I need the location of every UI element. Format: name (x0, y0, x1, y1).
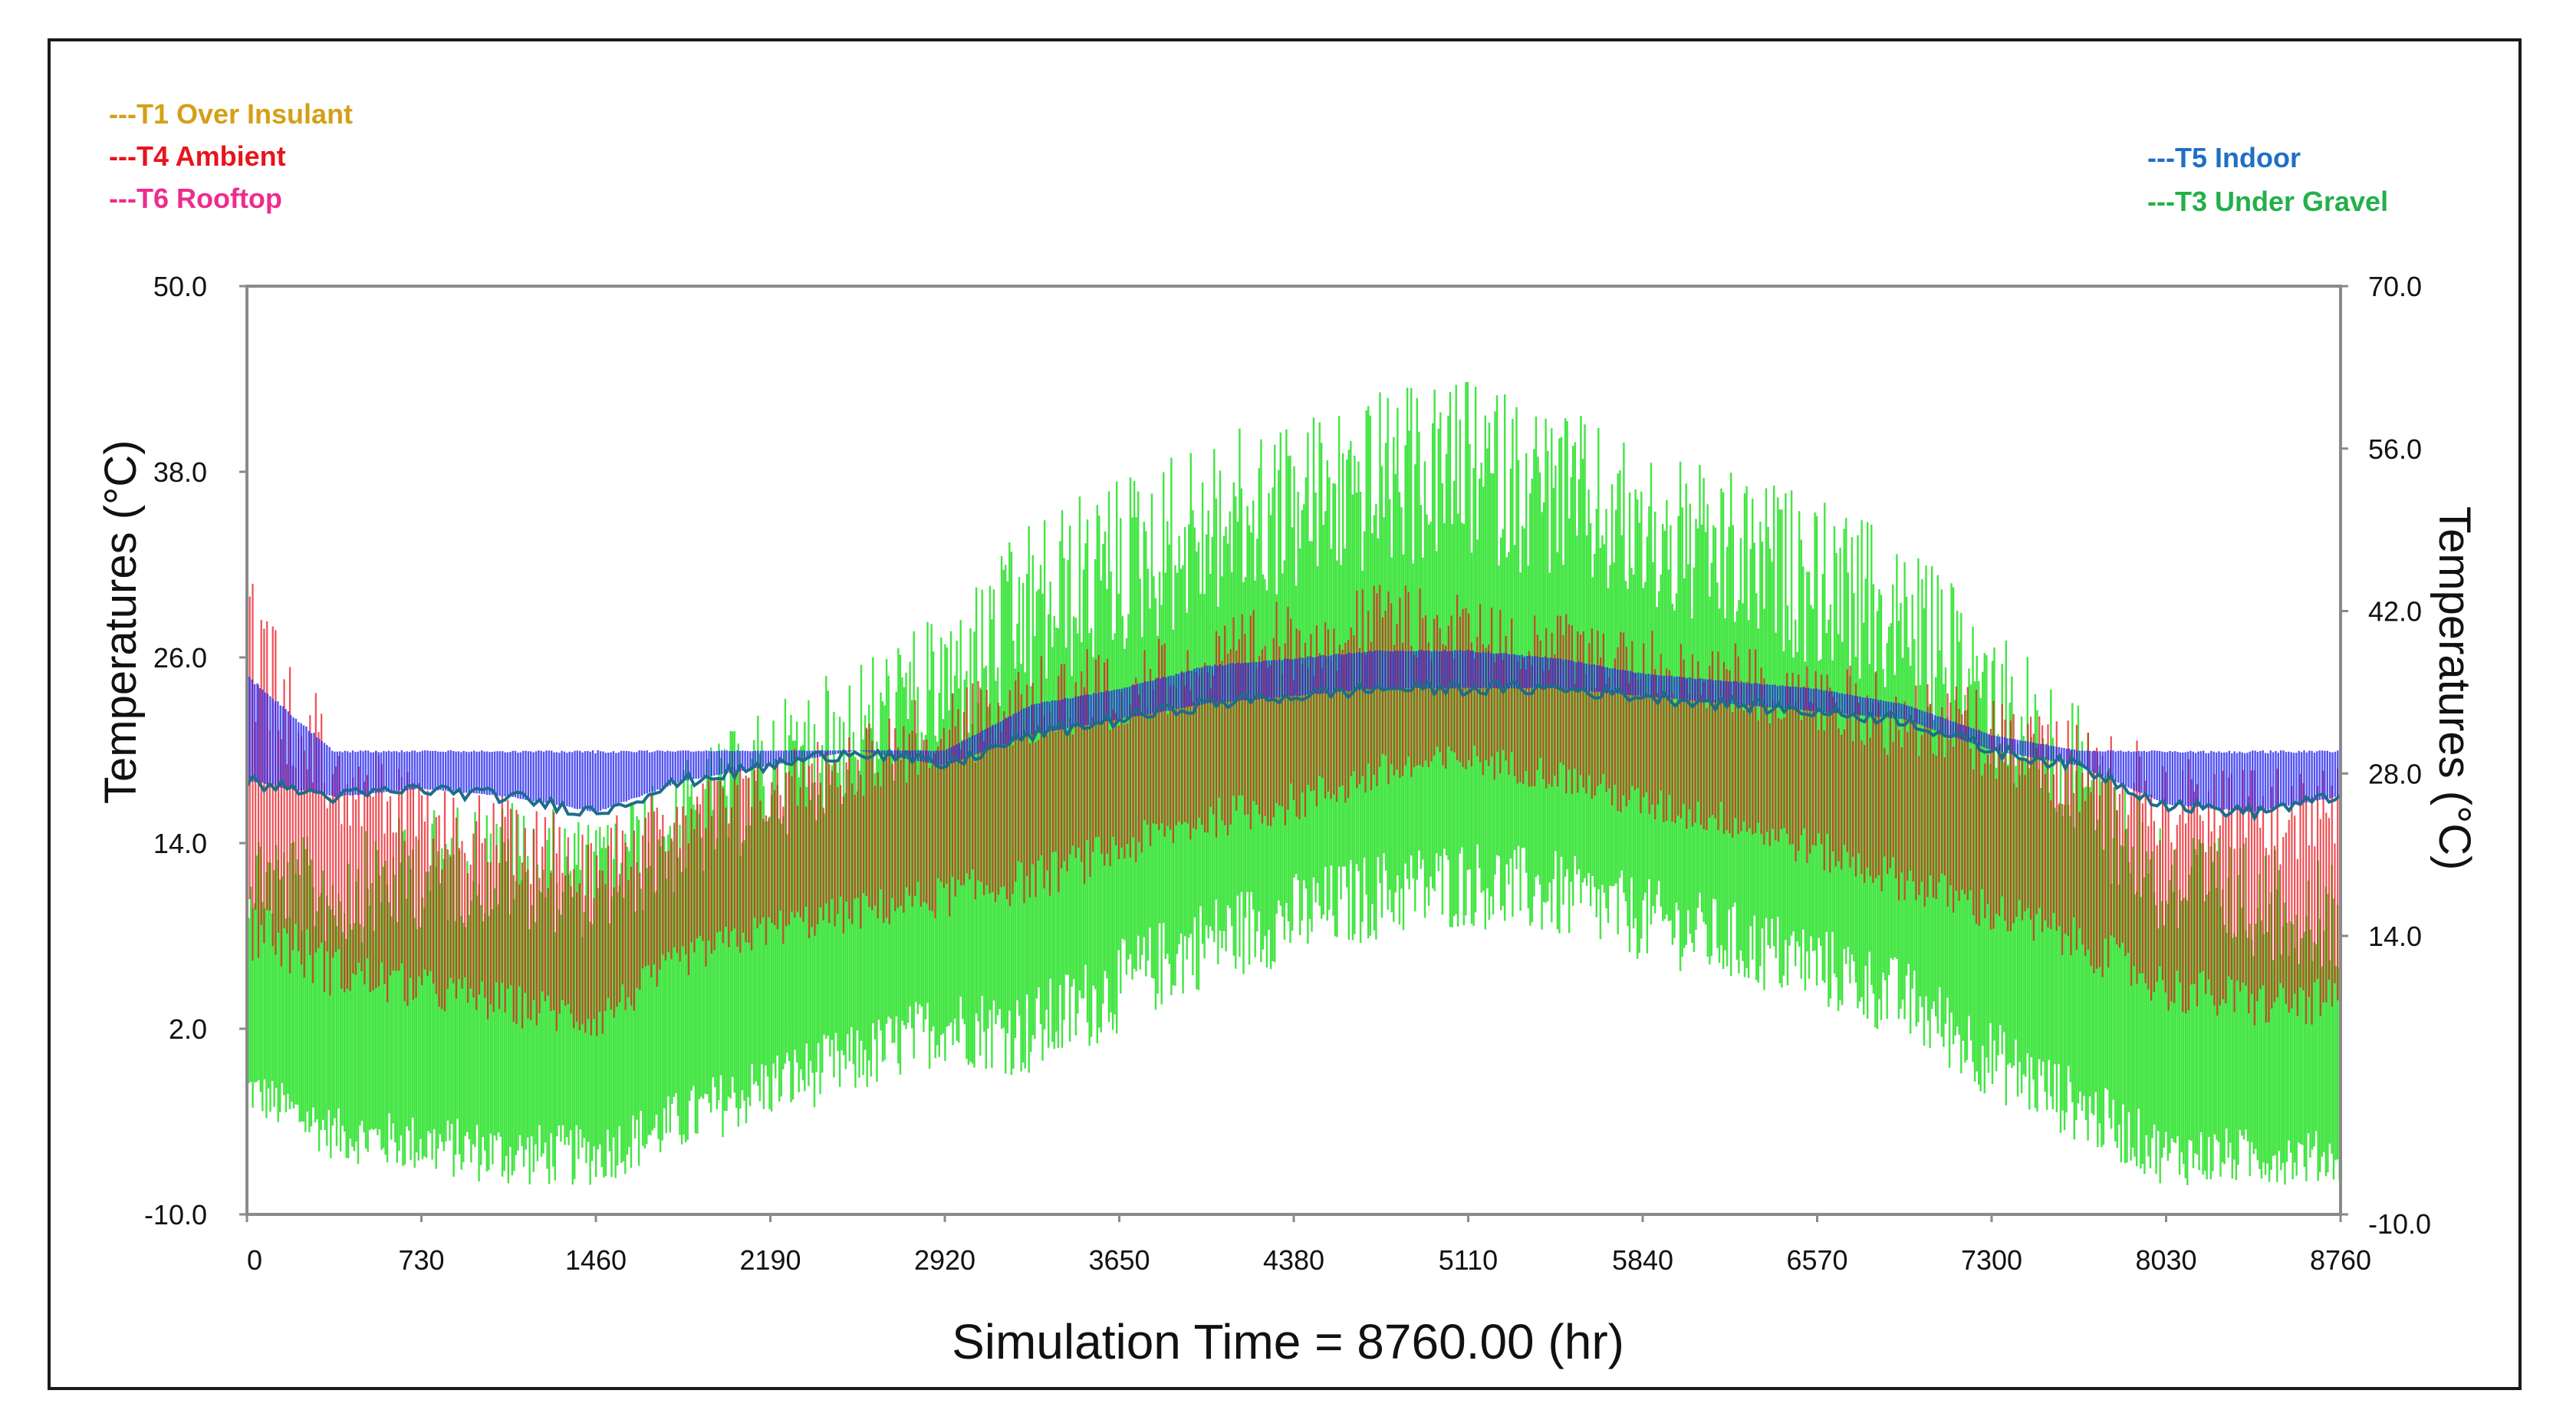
axis-tick-labels: 0 730 1460 2190 2920 3650 4380 5110 5840 6570 7300… (144, 271, 2431, 1276)
x-tick-label: 4380 (1263, 1244, 1324, 1276)
x-tick-label: 730 (398, 1244, 444, 1276)
y-left-tick-label: 38.0 (153, 456, 207, 488)
y-right-tick-label: 56.0 (2368, 433, 2422, 465)
y-axis-right-label: Temperatures (°C) (2430, 506, 2479, 871)
y-right-tick-label: 70.0 (2368, 271, 2422, 302)
x-tick-label: 6570 (1786, 1244, 1847, 1276)
x-axis-label: Simulation Time = 8760.00 (hr) (952, 1314, 1624, 1369)
x-tick-label: 3650 (1088, 1244, 1150, 1276)
x-tick-label: 0 (247, 1244, 262, 1276)
legend-t1: ---T1 Over Insulant (109, 98, 354, 130)
y-left-tick-label: 50.0 (153, 271, 207, 302)
y-left-tick-label: -10.0 (144, 1199, 207, 1231)
legend-t5: ---T5 Indoor (2147, 142, 2301, 173)
y-left-tick-label: 14.0 (153, 828, 207, 859)
x-tick-label: 2190 (739, 1244, 801, 1276)
legend-t6: ---T6 Rooftop (109, 183, 282, 214)
y-right-tick-label: 42.0 (2368, 596, 2422, 628)
y-right-tick-label: -10.0 (2368, 1208, 2431, 1240)
legend-t4: ---T4 Ambient (109, 140, 286, 172)
x-tick-label: 2920 (914, 1244, 975, 1276)
x-tick-label: 8760 (2310, 1244, 2371, 1276)
y-right-tick-label: 14.0 (2368, 921, 2422, 952)
axis-ticks (239, 285, 2348, 1222)
x-tick-label: 5110 (1439, 1244, 1498, 1276)
series-indoor-trend (245, 678, 2342, 822)
x-tick-label: 8030 (2135, 1244, 2196, 1276)
x-tick-label: 5840 (1612, 1244, 1673, 1276)
indoor-series-layer (245, 649, 2342, 822)
y-left-tick-label: 26.0 (153, 642, 207, 674)
x-tick-label: 7300 (1961, 1244, 2022, 1276)
y-right-tick-label: 28.0 (2368, 758, 2422, 789)
y-left-tick-label: 2.0 (169, 1013, 207, 1045)
x-tick-label: 1460 (565, 1244, 627, 1276)
legend-t3: ---T3 Under Gravel (2147, 186, 2389, 217)
y-axis-left-label: Temperatures (°C) (96, 440, 146, 804)
